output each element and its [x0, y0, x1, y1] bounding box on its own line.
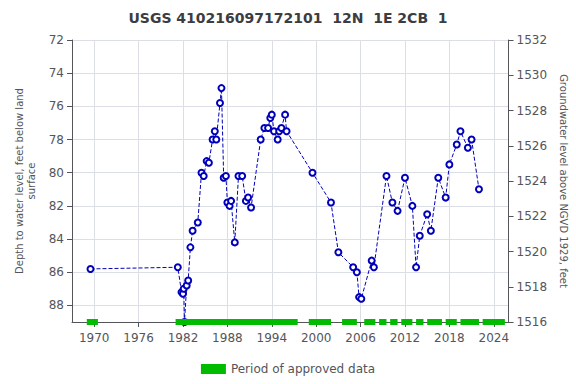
svg-text:1976: 1976: [123, 331, 154, 345]
svg-text:Period of approved data: Period of approved data: [231, 362, 375, 376]
svg-text:76: 76: [49, 99, 64, 113]
svg-text:72: 72: [49, 33, 64, 47]
svg-text:Depth to water level, feet bel: Depth to water level, feet below land: [14, 88, 25, 274]
svg-text:1518: 1518: [517, 280, 548, 294]
svg-text:82: 82: [49, 199, 64, 213]
svg-text:1970: 1970: [79, 331, 110, 345]
svg-text:1522: 1522: [517, 209, 548, 223]
svg-text:2018: 2018: [434, 331, 465, 345]
svg-text:1520: 1520: [517, 245, 548, 259]
svg-text:2024: 2024: [478, 331, 509, 345]
svg-text:1994: 1994: [257, 331, 288, 345]
svg-text:2012: 2012: [390, 331, 421, 345]
svg-text:1516: 1516: [517, 315, 548, 329]
svg-text:1530: 1530: [517, 68, 548, 82]
svg-text:74: 74: [49, 66, 64, 80]
svg-text:2000: 2000: [301, 331, 332, 345]
svg-text:Groundwater level above NGVD 1: Groundwater level above NGVD 1929, feet: [558, 74, 569, 288]
svg-text:1982: 1982: [168, 331, 199, 345]
svg-text:1524: 1524: [517, 174, 548, 188]
svg-text:1988: 1988: [212, 331, 243, 345]
svg-text:86: 86: [49, 265, 64, 279]
svg-text:84: 84: [49, 232, 64, 246]
svg-text:2006: 2006: [345, 331, 376, 345]
svg-text:88: 88: [49, 298, 64, 312]
svg-text:80: 80: [49, 166, 64, 180]
svg-text:1526: 1526: [517, 139, 548, 153]
svg-text:USGS 410216097172101 12N 1E: USGS 410216097172101 12N 1E 2CB 1: [128, 10, 447, 26]
svg-text:surface: surface: [26, 163, 37, 200]
svg-text:1532: 1532: [517, 33, 548, 47]
svg-text:1528: 1528: [517, 104, 548, 118]
svg-text:78: 78: [49, 133, 64, 147]
